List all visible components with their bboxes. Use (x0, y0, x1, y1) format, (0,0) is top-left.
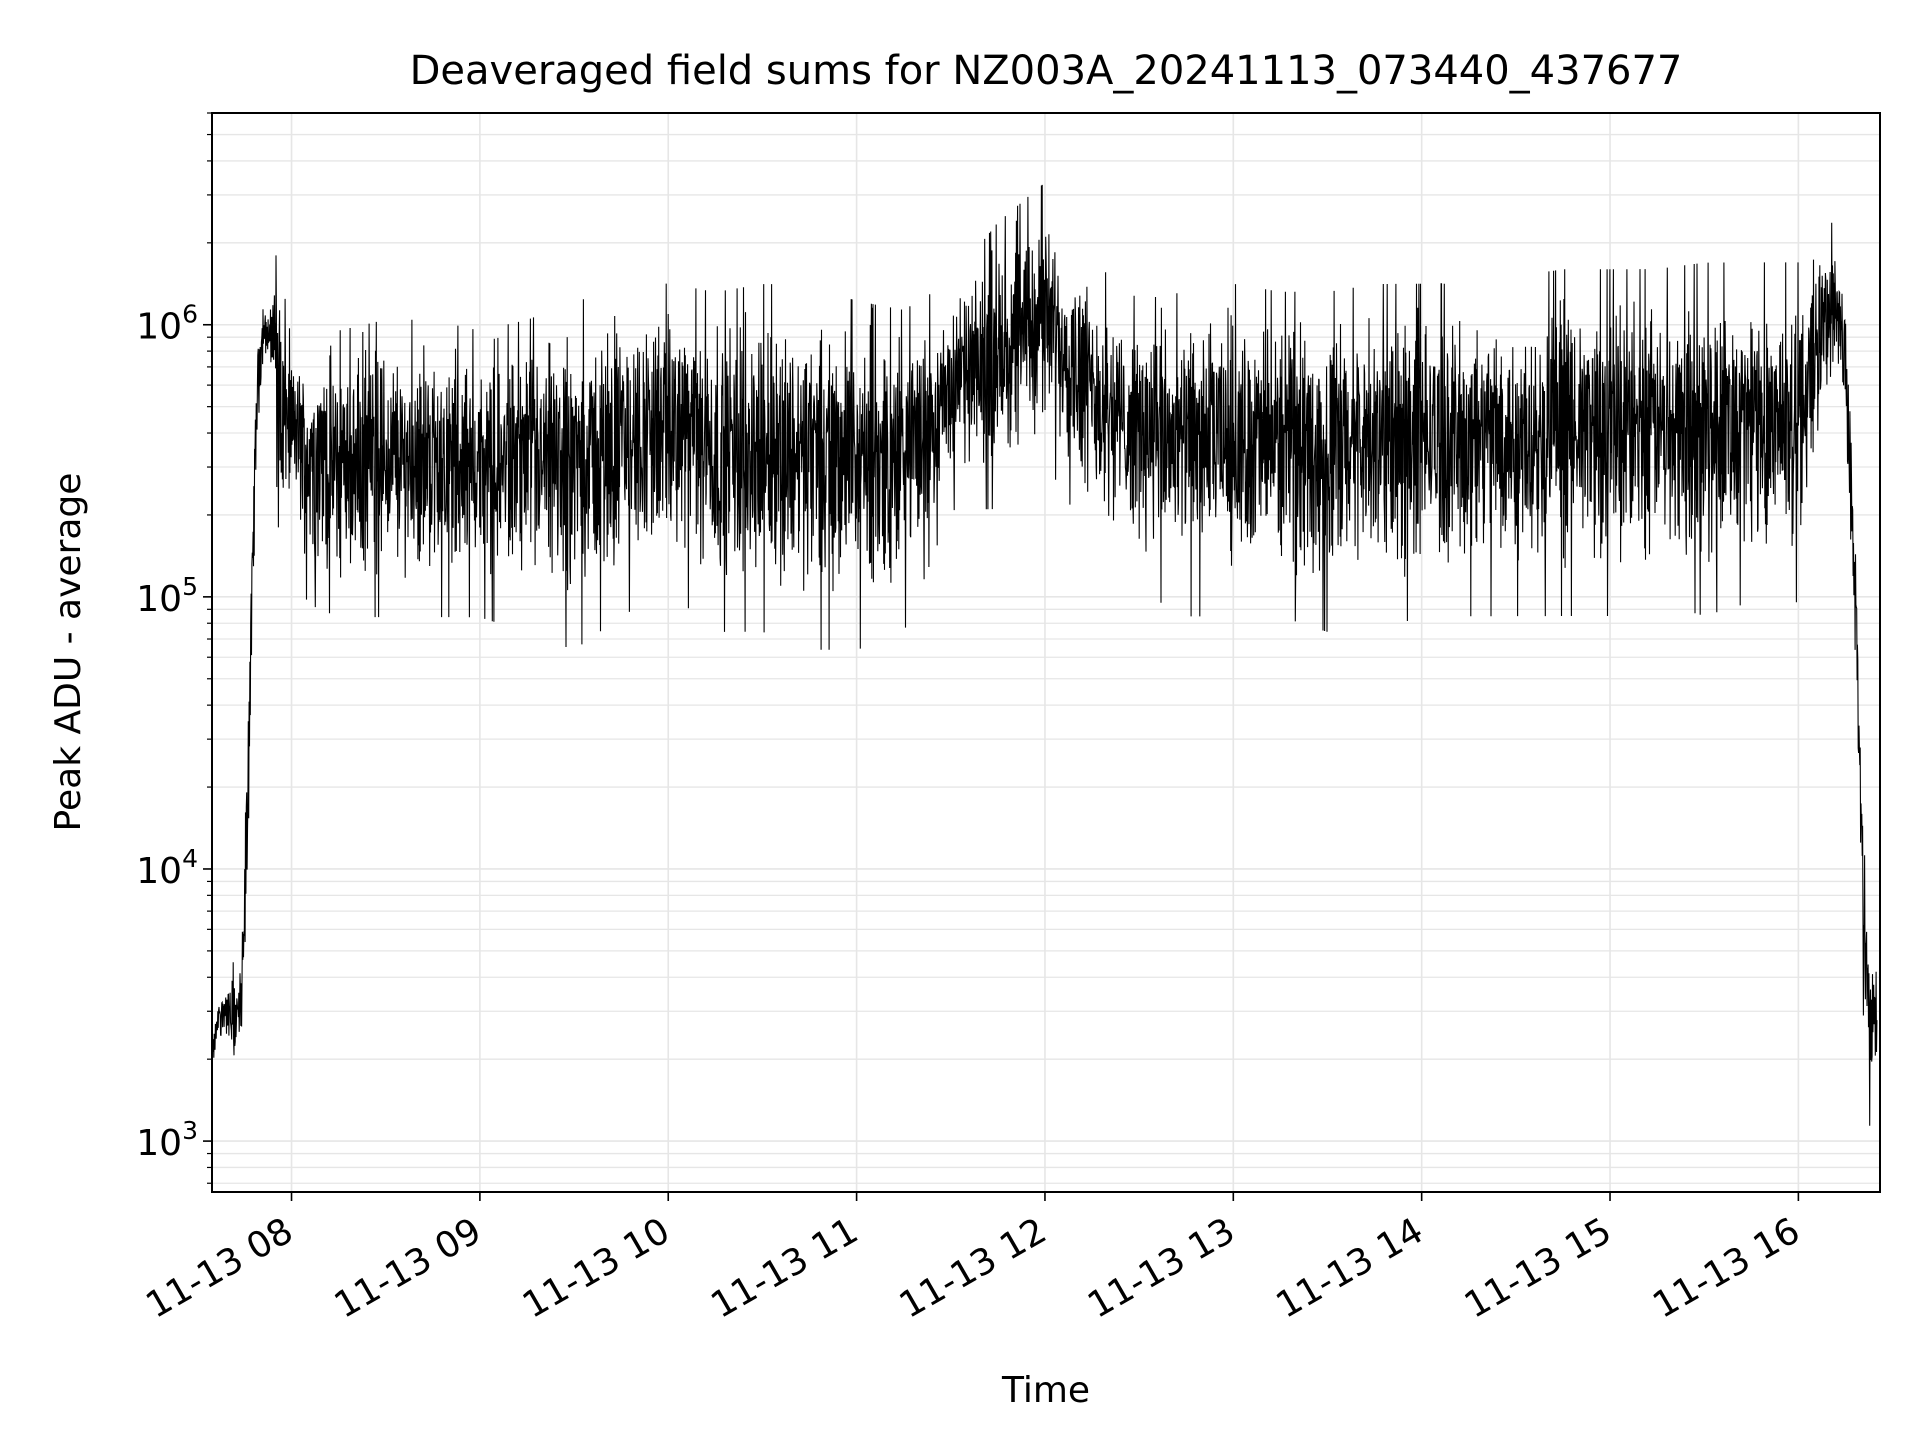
plot-frame (211, 112, 1881, 1193)
y-axis-label: Peak ADU - average (48, 473, 89, 832)
y-tick-label: 103 (136, 1116, 198, 1164)
x-axis-label: Time (1001, 1370, 1090, 1411)
series-line (212, 184, 1878, 1126)
y-tick-label: 104 (136, 844, 198, 892)
y-tick-label: 105 (136, 572, 198, 620)
y-tick-label: 106 (136, 300, 198, 348)
data-series (212, 184, 1878, 1126)
chart-title: Deaveraged field sums for NZ003A_2024111… (410, 48, 1683, 94)
